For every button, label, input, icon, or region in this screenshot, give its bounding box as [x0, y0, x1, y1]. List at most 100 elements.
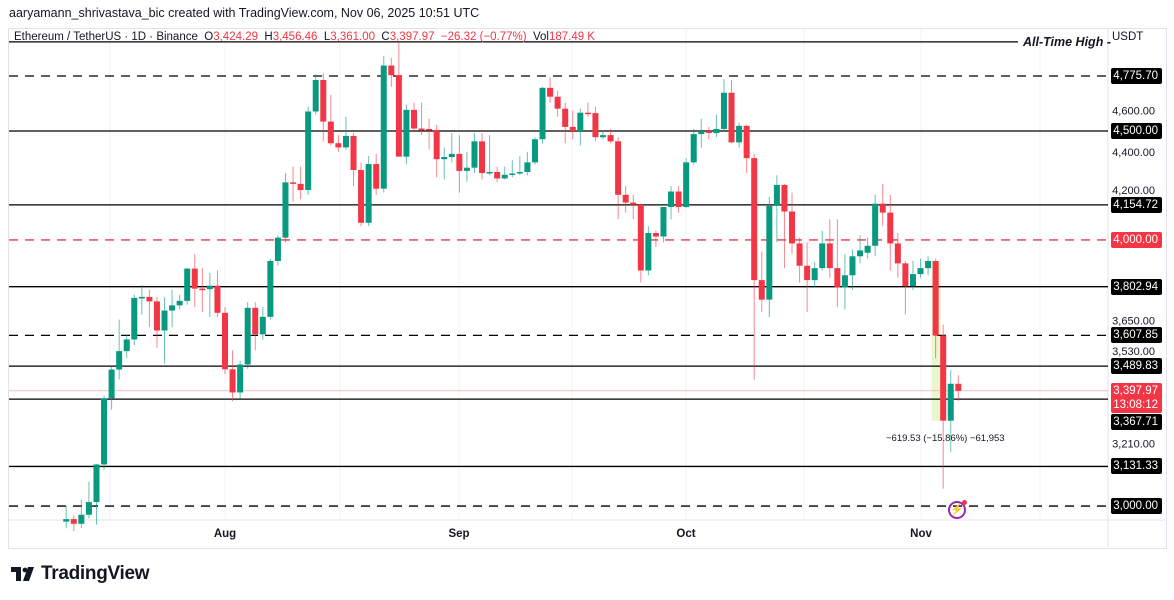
candle-body [879, 203, 886, 213]
candle-body [955, 383, 962, 391]
candle-body [327, 121, 334, 144]
candle-body [380, 65, 387, 189]
lightning-icon[interactable]: ⚡ [948, 500, 967, 519]
candle-body [569, 126, 576, 131]
candle-countdown: 13:08:12 [1113, 399, 1158, 411]
symbol-name[interactable]: Ethereum / TetherUS · 1D · Binance [14, 31, 198, 43]
close-value: 3,397.97 [389, 31, 435, 43]
currency-label[interactable]: USDT [1112, 31, 1144, 43]
candle-body [925, 260, 932, 269]
candle-body [388, 65, 395, 76]
candle-body [153, 301, 160, 331]
candle-body [947, 383, 954, 421]
candle-body [312, 80, 319, 112]
change-value: −26.32 (−0.77%) [440, 31, 527, 43]
candle-body [305, 111, 312, 190]
high-label: H [264, 31, 273, 43]
candle-body [244, 307, 251, 365]
candle-body [70, 519, 77, 524]
chart-frame [8, 28, 1167, 549]
level-price-tag: 3,367.71 [1111, 414, 1162, 430]
candle-body [834, 268, 841, 288]
level-price-tag: 4,000.00 [1111, 231, 1162, 248]
open-label: O [204, 31, 214, 43]
candle-body [494, 171, 501, 179]
candle-body [403, 109, 410, 157]
candle-body [63, 519, 70, 522]
candle-body [539, 87, 546, 140]
candle-body [917, 268, 924, 275]
candle-body [531, 139, 538, 163]
candle-body [645, 233, 652, 271]
tradingview-logo-icon [11, 567, 34, 581]
candle-body [622, 194, 629, 203]
candle-body [849, 256, 856, 276]
candle-body [668, 191, 675, 208]
candle-body [887, 212, 894, 244]
candle-body [411, 109, 417, 129]
price-tick: 3,530.00 [1112, 346, 1155, 358]
candle-body [736, 125, 743, 143]
candle-body [547, 87, 554, 97]
candle-body [365, 164, 372, 223]
candle-body [909, 274, 916, 287]
candle-body [433, 129, 440, 160]
candle-body [819, 243, 826, 269]
candle-body [471, 141, 478, 168]
candle-body [456, 153, 463, 171]
candle-body [214, 285, 221, 313]
tradingview-logo[interactable]: TradingView [11, 563, 150, 585]
candle-body [93, 464, 100, 503]
price-tick: 3,650.00 [1112, 315, 1155, 327]
candle-body [267, 260, 274, 317]
candle-body [630, 202, 637, 205]
candle-body [373, 164, 380, 189]
candle-body [229, 369, 236, 393]
level-price-tag: 3,131.33 [1111, 458, 1162, 475]
all-time-high-label: All-Time High - [1023, 35, 1111, 49]
candle-body [698, 131, 705, 135]
level-price-tag: 4,154.72 [1111, 196, 1162, 213]
candle-body [841, 275, 848, 288]
open-value: 3,424.29 [213, 31, 258, 43]
candle-body [426, 128, 433, 131]
candle-body [615, 141, 622, 195]
symbol-legend: Ethereum / TetherUS · 1D · Binance O3,42… [14, 31, 595, 43]
candle-body [690, 134, 697, 163]
candle-body [320, 80, 327, 122]
candle-body [584, 112, 591, 115]
candle-body [486, 171, 493, 174]
candle-body [501, 174, 508, 179]
candle-body [607, 135, 614, 142]
candle-body [78, 514, 85, 524]
candle-body [804, 265, 811, 281]
candle-body [600, 135, 606, 138]
chart-credit: aaryamann_shrivastava_bic created with T… [9, 6, 480, 20]
candle-body [108, 369, 115, 399]
level-price-tag: 4,500.00 [1111, 123, 1162, 139]
candle-body [237, 364, 244, 393]
low-value: 3,361.00 [330, 31, 376, 43]
candle-body [932, 260, 939, 336]
candle-body [826, 243, 833, 269]
candle-body [85, 502, 92, 515]
price-tick: 4,600.00 [1112, 106, 1155, 118]
candle-body [448, 153, 455, 158]
candle-body [592, 113, 599, 138]
candle-body [766, 205, 773, 300]
candle-body [138, 296, 145, 299]
candle-body [131, 297, 138, 340]
candle-body [206, 285, 213, 290]
candle-body [554, 96, 561, 109]
low-label: L [323, 31, 331, 43]
level-price-tag: 3,802.94 [1111, 278, 1162, 295]
candle-body [169, 305, 176, 311]
price-tick: 4,200.00 [1112, 185, 1155, 197]
level-price-tag: 3,607.85 [1111, 327, 1162, 344]
candle-body [773, 184, 780, 206]
candle-body [259, 316, 266, 335]
candle-body [395, 75, 402, 157]
candle-body [758, 280, 765, 300]
candle-body [479, 141, 486, 174]
